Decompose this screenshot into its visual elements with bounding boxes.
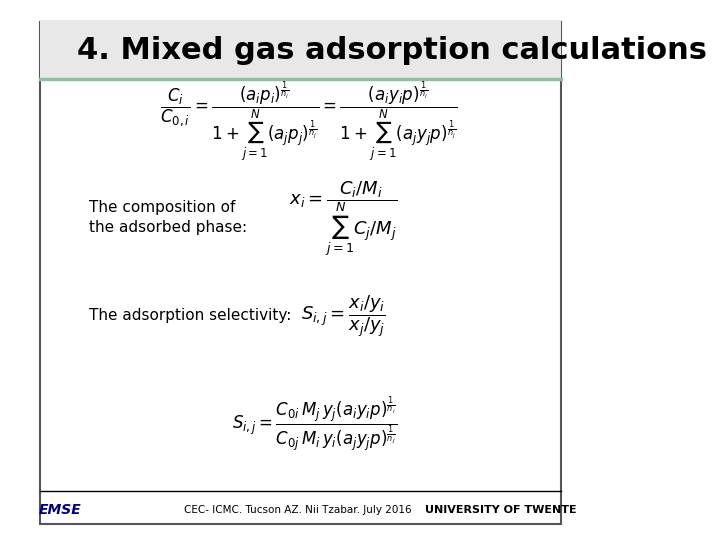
Text: CEC- ICMC. Tucson AZ. Nii Tzabar. July 2016: CEC- ICMC. Tucson AZ. Nii Tzabar. July 2… [184, 505, 412, 515]
Text: $x_i = \dfrac{C_i/M_i}{\sum_{j=1}^{N} C_j/M_j}$: $x_i = \dfrac{C_i/M_i}{\sum_{j=1}^{N} C_… [289, 179, 397, 258]
Text: the adsorbed phase:: the adsorbed phase: [89, 220, 247, 235]
Text: 4. Mixed gas adsorption calculations: 4. Mixed gas adsorption calculations [77, 36, 707, 65]
FancyBboxPatch shape [40, 22, 561, 524]
Text: UNIVERSITY OF TWENTE: UNIVERSITY OF TWENTE [426, 505, 577, 515]
Text: $\dfrac{C_i}{C_{0,i}} = \dfrac{\left(a_i p_i\right)^{\frac{1}{n_i}}}{1 + \sum_{j: $\dfrac{C_i}{C_{0,i}} = \dfrac{\left(a_i… [161, 79, 458, 164]
Text: The adsorption selectivity:: The adsorption selectivity: [89, 308, 291, 323]
Text: $S_{i,j} = \dfrac{x_i/y_i}{x_j/y_j}$: $S_{i,j} = \dfrac{x_i/y_i}{x_j/y_j}$ [301, 293, 386, 339]
Text: EMSE: EMSE [39, 503, 81, 517]
FancyBboxPatch shape [40, 20, 561, 78]
Text: $S_{i,j} = \dfrac{C_{0i}\,M_j\,y_j\left(a_i y_i p\right)^{\frac{1}{n_i}}}{C_{0j}: $S_{i,j} = \dfrac{C_{0i}\,M_j\,y_j\left(… [232, 394, 398, 454]
Text: The composition of: The composition of [89, 200, 235, 215]
